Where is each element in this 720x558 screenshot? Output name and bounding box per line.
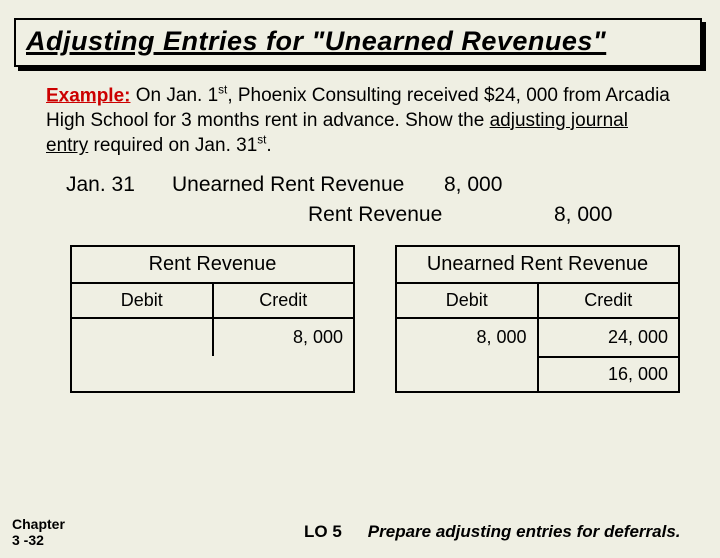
t-head: Debit Credit xyxy=(72,284,353,319)
total-cell: 16, 000 xyxy=(539,356,679,391)
t-account-rent-revenue: Rent Revenue Debit Credit 8, 000 xyxy=(70,245,355,393)
debit-account: Unearned Rent Revenue xyxy=(172,173,444,197)
footer: Chapter 3 -32 LO 5 Prepare adjusting ent… xyxy=(0,516,720,548)
debit-header: Debit xyxy=(397,284,539,317)
credit-cell: 8, 000 xyxy=(214,319,354,356)
journal-entry: Jan. 31 Unearned Rent Revenue 8, 000 Ren… xyxy=(66,173,664,227)
journal-date: Jan. 31 xyxy=(66,173,172,197)
credit-header: Credit xyxy=(214,284,354,317)
example-text: Example: On Jan. 1st, Phoenix Consulting… xyxy=(46,83,670,159)
t-name: Rent Revenue xyxy=(72,247,353,284)
debit-cell: 8, 000 xyxy=(397,319,539,356)
credit-cell: 24, 000 xyxy=(539,319,679,356)
learning-objective: LO 5 xyxy=(304,522,342,542)
title-box: Adjusting Entries for "Unearned Revenues… xyxy=(14,18,702,67)
t-head: Debit Credit xyxy=(397,284,678,319)
t-name: Unearned Rent Revenue xyxy=(397,247,678,284)
credit-account: Rent Revenue xyxy=(172,203,444,227)
debit-cell xyxy=(72,319,214,356)
t-row: 8, 000 24, 000 xyxy=(397,319,678,356)
chapter-ref: Chapter 3 -32 xyxy=(0,516,72,548)
t-account-unearned-rent-revenue: Unearned Rent Revenue Debit Credit 8, 00… xyxy=(395,245,680,393)
example-body: On Jan. 1st, Phoenix Consulting received… xyxy=(46,85,670,156)
journal-debit-row: Jan. 31 Unearned Rent Revenue 8, 000 xyxy=(66,173,664,197)
t-row: 8, 000 xyxy=(72,319,353,356)
debit-amount: 8, 000 xyxy=(444,173,554,197)
debit-header: Debit xyxy=(72,284,214,317)
footer-tagline: Prepare adjusting entries for deferrals. xyxy=(368,522,681,542)
credit-header: Credit xyxy=(539,284,679,317)
t-accounts: Rent Revenue Debit Credit 8, 000 Unearne… xyxy=(70,245,680,393)
journal-credit-row: Rent Revenue 8, 000 xyxy=(66,203,664,227)
slide-title: Adjusting Entries for "Unearned Revenues… xyxy=(26,26,690,57)
credit-amount: 8, 000 xyxy=(554,203,664,227)
t-total: 16, 000 xyxy=(397,356,678,391)
example-label: Example: xyxy=(46,85,130,106)
